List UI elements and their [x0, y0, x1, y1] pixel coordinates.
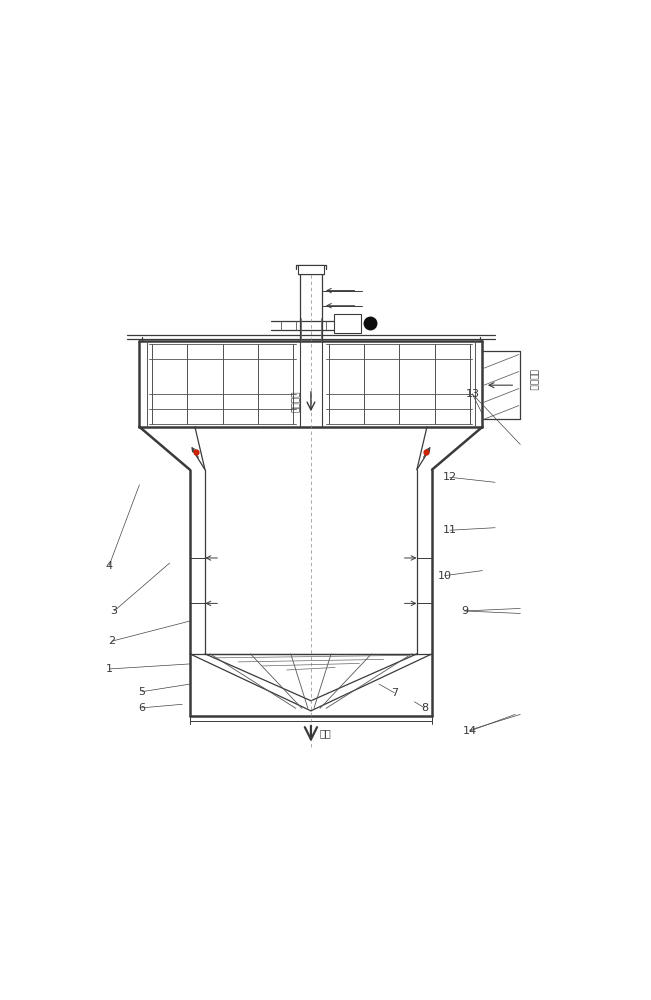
Text: 3: 3	[111, 606, 118, 616]
Text: 热风: 热风	[320, 728, 332, 738]
Text: 13: 13	[465, 389, 479, 399]
Text: 7: 7	[391, 688, 398, 698]
Text: 10: 10	[437, 571, 452, 581]
Text: 4: 4	[105, 561, 113, 571]
Text: 14: 14	[463, 726, 477, 736]
Text: 低温废气: 低温废气	[529, 369, 538, 391]
Text: 8: 8	[421, 703, 428, 713]
Text: 2: 2	[108, 636, 115, 646]
Text: 12: 12	[443, 472, 457, 482]
Bar	[298, 265, 324, 274]
Text: 11: 11	[443, 525, 457, 535]
Text: 高温烟气: 高温烟气	[292, 391, 301, 412]
Text: 1: 1	[105, 664, 113, 674]
Text: 6: 6	[139, 703, 145, 713]
Text: 9: 9	[462, 606, 468, 616]
Bar	[333, 314, 361, 333]
Text: 5: 5	[139, 687, 145, 697]
